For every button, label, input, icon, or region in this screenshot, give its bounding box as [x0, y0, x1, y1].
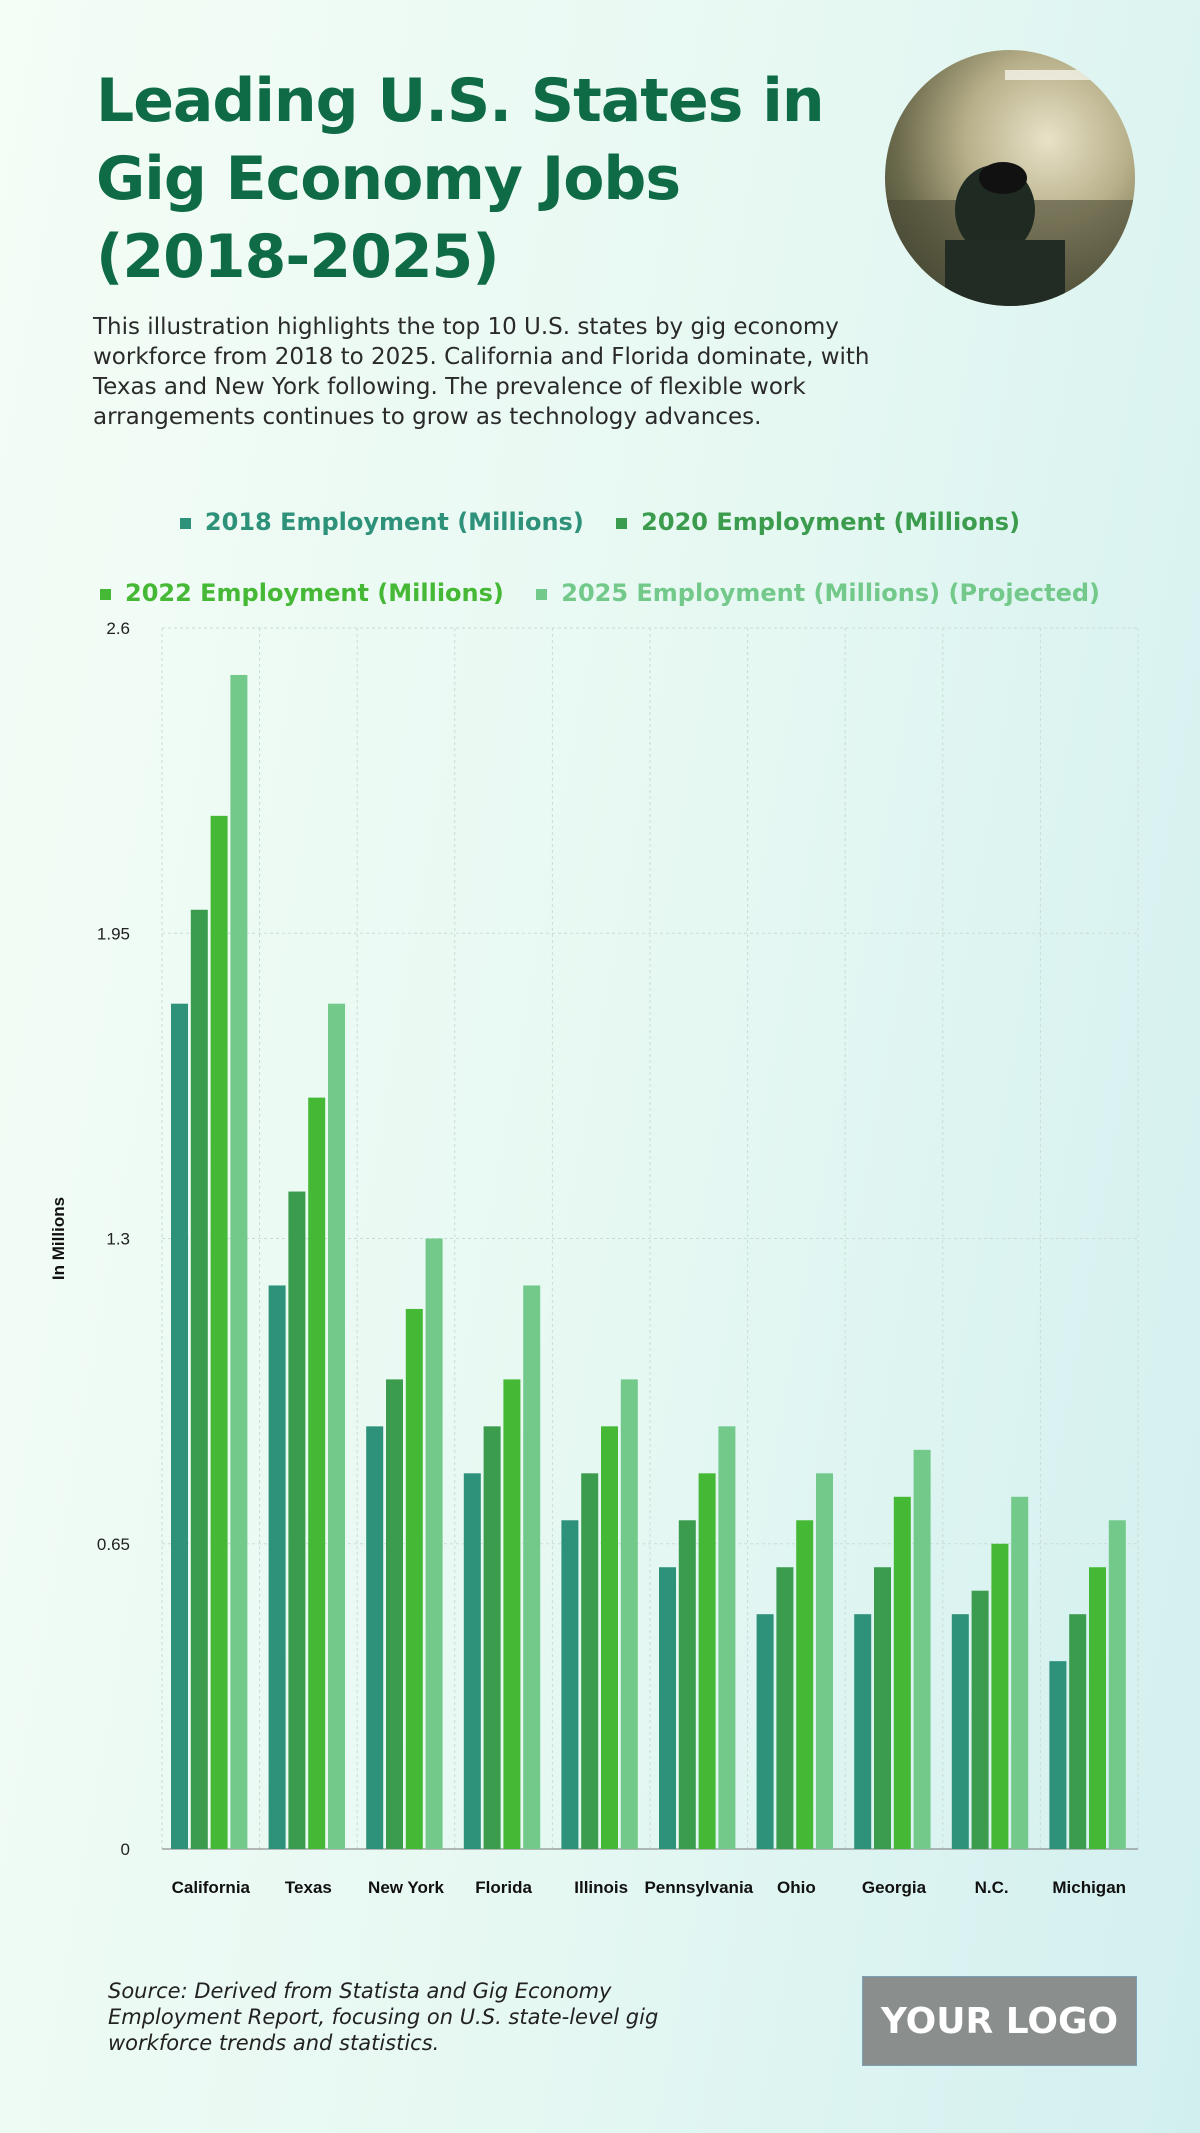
- bar-texas-2025: [328, 1003, 345, 1849]
- bar-michigan-2022: [1089, 1567, 1106, 1849]
- bar-florida-2018: [463, 1473, 481, 1849]
- bar-florida-2022: [503, 1379, 521, 1849]
- bar-ohio-2022: [796, 1520, 814, 1849]
- page-title: Leading U.S. States in Gig Economy Jobs …: [96, 66, 825, 292]
- y-tick-label: 0: [121, 1840, 130, 1859]
- legend-item-2025: 2025 Employment (Millions) (Projected): [536, 579, 1100, 607]
- bar-chart: 0 0.65 1.3 1.95 2.6 In Millions California Texa…: [49, 619, 1139, 1897]
- bar-michigan-2018: [1049, 1661, 1067, 1849]
- y-tick-label: 0.65: [97, 1535, 130, 1554]
- bar-pennsylvania-2025: [718, 1426, 736, 1849]
- bar-new-york-2020: [386, 1379, 403, 1849]
- bar-n-c--2022: [991, 1543, 1009, 1849]
- legend-row-1: 2018 Employment (Millions) 2020 Employme…: [0, 508, 1200, 536]
- y-tick-label: 2.6: [106, 619, 130, 638]
- bar-georgia-2022: [893, 1496, 911, 1849]
- x-tick-label: Pennsylvania: [644, 1878, 753, 1897]
- bar-texas-2020: [288, 1191, 306, 1849]
- x-tick-label: California: [172, 1878, 251, 1897]
- legend-label: 2018 Employment (Millions): [204, 508, 584, 536]
- legend-label: 2022 Employment (Millions): [125, 579, 504, 607]
- legend-label: 2020 Employment (Millions): [641, 508, 1021, 536]
- bar-michigan-2020: [1069, 1614, 1087, 1849]
- bar-michigan-2025: [1108, 1520, 1126, 1849]
- bar-florida-2020: [483, 1426, 501, 1849]
- bar-california-2022: [210, 815, 228, 1849]
- y-tick-label: 1.3: [106, 1230, 130, 1249]
- bar-n-c--2018: [951, 1614, 969, 1849]
- legend-label: 2025 Employment (Millions) (Projected): [561, 579, 1100, 607]
- x-tick-label: Florida: [475, 1878, 532, 1897]
- bar-illinois-2018: [561, 1520, 579, 1849]
- bar-georgia-2025: [913, 1449, 931, 1849]
- bar-california-2020: [190, 909, 208, 1849]
- bar-pennsylvania-2020: [678, 1520, 696, 1849]
- logo-placeholder: YOUR LOGO: [862, 1976, 1137, 2066]
- bar-texas-2022: [308, 1097, 326, 1849]
- bar-illinois-2025: [620, 1379, 638, 1849]
- bar-ohio-2020: [776, 1567, 794, 1849]
- x-tick-label: Georgia: [862, 1878, 927, 1897]
- bar-california-2025: [230, 674, 248, 1849]
- x-tick-label: Illinois: [574, 1878, 628, 1897]
- bar-pennsylvania-2022: [698, 1473, 716, 1849]
- bar-illinois-2020: [581, 1473, 599, 1849]
- legend-swatch: [100, 588, 111, 600]
- header-photo: [885, 50, 1135, 306]
- bar-pennsylvania-2018: [659, 1567, 676, 1849]
- x-tick-label: N.C.: [975, 1878, 1009, 1897]
- bar-new-york-2025: [425, 1238, 443, 1849]
- x-tick-label: New York: [368, 1878, 444, 1897]
- legend-swatch: [536, 588, 548, 600]
- x-tick-label: Texas: [285, 1878, 332, 1897]
- bar-n-c--2020: [971, 1590, 989, 1849]
- bar-n-c--2025: [1011, 1496, 1029, 1849]
- legend-item-2022: 2022 Employment (Millions): [100, 579, 504, 607]
- x-tick-label: Michigan: [1052, 1878, 1126, 1897]
- y-axis-label: In Millions: [49, 1197, 68, 1280]
- bar-texas-2018: [268, 1285, 286, 1849]
- legend-item-2018: 2018 Employment (Millions): [179, 508, 584, 536]
- bar-new-york-2022: [405, 1308, 423, 1849]
- source-note: Source: Derived from Statista and Gig Ec…: [108, 1979, 659, 2055]
- bar-georgia-2020: [874, 1567, 891, 1849]
- bar-ohio-2025: [816, 1473, 833, 1849]
- legend-swatch: [179, 517, 191, 529]
- bar-ohio-2018: [756, 1614, 774, 1849]
- y-tick-label: 1.95: [97, 924, 130, 943]
- legend-item-2020: 2020 Employment (Millions): [616, 508, 1020, 536]
- legend-swatch: [616, 517, 628, 529]
- bar-georgia-2018: [854, 1614, 872, 1849]
- bar-illinois-2022: [601, 1426, 618, 1849]
- bar-florida-2025: [523, 1285, 541, 1849]
- description: This illustration highlights the top 10 …: [93, 314, 870, 430]
- bar-california-2018: [171, 1003, 188, 1849]
- x-tick-label: Ohio: [777, 1878, 816, 1897]
- bar-new-york-2018: [366, 1426, 384, 1849]
- legend-row-2: 2022 Employment (Millions) 2025 Employme…: [0, 579, 1200, 607]
